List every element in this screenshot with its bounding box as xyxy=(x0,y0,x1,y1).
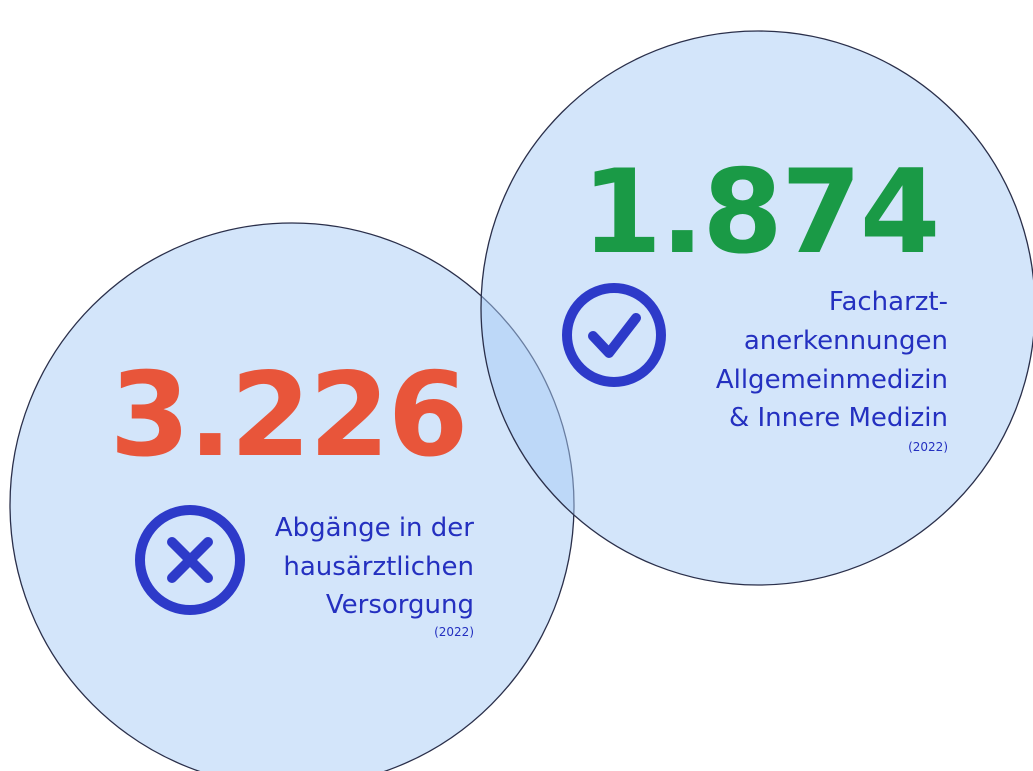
circle-right xyxy=(480,30,1033,586)
label-line: Allgemeinmedizin xyxy=(716,365,948,395)
number-left: 3.226 xyxy=(110,348,467,483)
label-line: & Innere Medizin xyxy=(729,403,948,433)
label-line: Facharzt- xyxy=(829,287,948,317)
label-line: Versorgung xyxy=(326,590,474,620)
label-line: hausärztlichen xyxy=(283,552,474,582)
year: (2022) xyxy=(908,440,948,454)
label-line: anerkennungen xyxy=(744,326,948,356)
year: (2022) xyxy=(434,625,474,639)
x-icon xyxy=(135,505,245,615)
check-icon xyxy=(562,283,666,387)
label-line: Abgänge in der xyxy=(275,513,474,543)
number-right: 1.874 xyxy=(582,145,939,280)
